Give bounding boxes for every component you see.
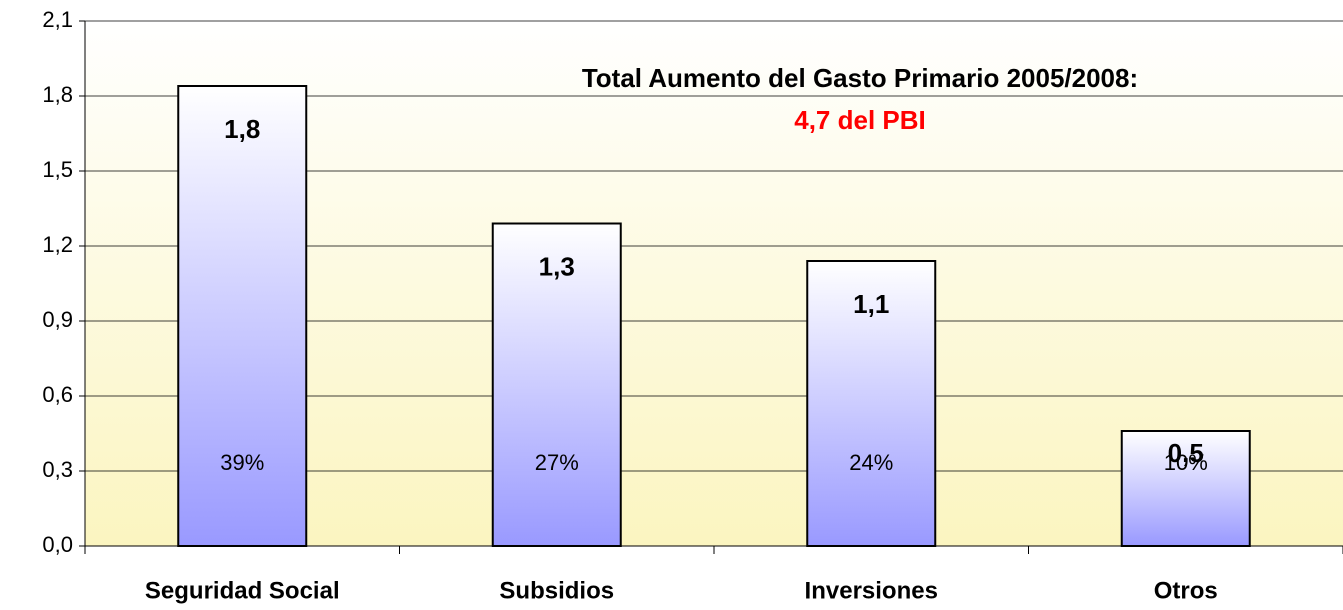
percent-label: 24% [849, 450, 893, 475]
y-tick-label: 0,0 [42, 532, 73, 557]
y-tick-label: 0,9 [42, 307, 73, 332]
value-label: 1,3 [539, 251, 575, 281]
x-tick-label: Otros [1154, 577, 1218, 604]
annotation-total: 4,7 del PBI [794, 105, 926, 135]
value-label: 1,1 [853, 289, 889, 319]
x-tick-label: Seguridad Social [145, 577, 340, 604]
y-tick-label: 1,5 [42, 157, 73, 182]
percent-label: 10% [1164, 450, 1208, 475]
y-tick-label: 0,3 [42, 457, 73, 482]
bar [491, 222, 622, 547]
y-tick-label: 1,8 [42, 82, 73, 107]
y-tick-label: 2,1 [42, 7, 73, 32]
annotation: Total Aumento del Gasto Primario 2005/20… [582, 63, 1138, 93]
value-label: 1,8 [224, 114, 260, 144]
bar [806, 260, 937, 547]
percent-label: 27% [535, 450, 579, 475]
x-tick-label: Subsidios [499, 577, 614, 604]
bar [1120, 430, 1251, 547]
bar [177, 85, 308, 547]
value-label: 0,5 [1168, 438, 1204, 468]
y-tick-label: 1,2 [42, 232, 73, 257]
percent-label: 39% [220, 450, 264, 475]
y-tick-label: 0,6 [42, 382, 73, 407]
x-tick-label: Inversiones [805, 577, 938, 604]
